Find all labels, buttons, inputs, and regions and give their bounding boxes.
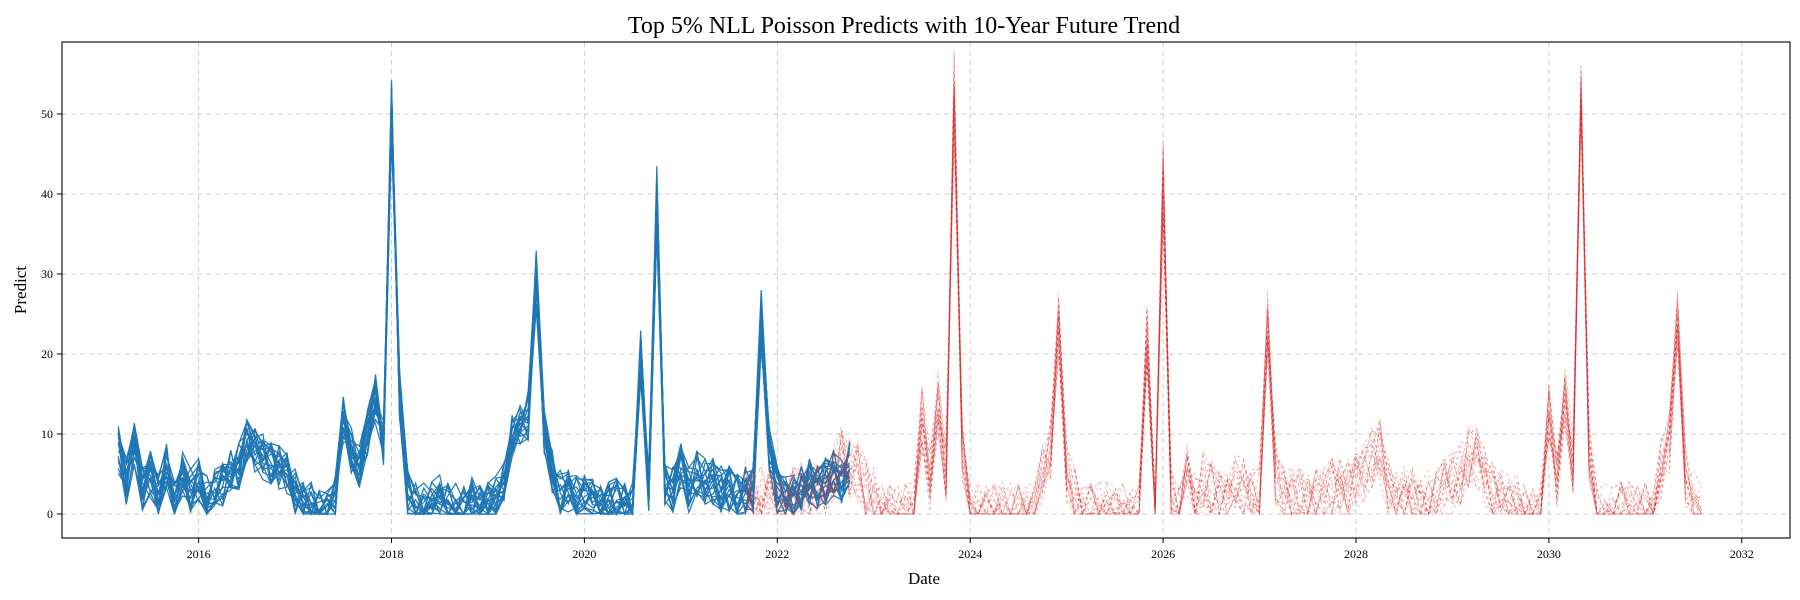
y-tick-label: 30: [41, 267, 53, 281]
history-member-line: [117, 124, 851, 516]
history-member-line: [117, 101, 851, 516]
y-tick-label: 20: [41, 347, 53, 361]
x-tick-label: 2028: [1344, 547, 1368, 561]
x-axis: 2016 2018 2020 2022 2024 2026 2028 2030 2032: [187, 538, 1754, 561]
history-series-layer: [117, 80, 851, 517]
forecast-member-line: [744, 71, 1702, 516]
history-member-line: [117, 128, 851, 516]
y-axis: 0 10 20 30 40 50: [41, 107, 62, 521]
forecast-member-line: [744, 76, 1702, 515]
forecast-member-line: [744, 86, 1702, 516]
forecast-member-line: [744, 103, 1702, 516]
y-tick-label: 10: [41, 427, 53, 441]
x-tick-label: 2018: [380, 547, 404, 561]
history-member-line: [117, 92, 851, 516]
forecast-member-line: [744, 88, 1702, 516]
forecast-member-line: [744, 78, 1702, 516]
history-member-line: [117, 127, 850, 517]
chart-title: Top 5% NLL Poisson Predicts with 10-Year…: [628, 13, 1180, 39]
forecast-member-line: [744, 83, 1702, 516]
history-member-line: [117, 80, 851, 515]
forecast-member-line: [745, 70, 1702, 516]
x-tick-label: 2030: [1537, 547, 1561, 561]
history-member-line: [117, 95, 850, 516]
x-tick-label: 2032: [1730, 547, 1754, 561]
history-member-line: [117, 113, 851, 516]
forecast-series-layer: [744, 50, 1702, 516]
history-member-line: [117, 109, 851, 517]
x-tick-label: 2024: [958, 547, 982, 561]
grid-layer: [62, 42, 1790, 538]
forecast-member-line: [745, 54, 1702, 516]
forecast-member-line: [744, 84, 1702, 516]
history-member-line: [117, 120, 851, 517]
y-tick-label: 50: [41, 107, 53, 121]
x-tick-label: 2016: [187, 547, 211, 561]
history-member-line: [117, 95, 851, 516]
history-member-line: [117, 131, 851, 517]
history-member-line: [117, 104, 851, 517]
forecast-member-line: [744, 97, 1702, 516]
history-member-line: [117, 109, 851, 516]
forecast-member-line: [744, 91, 1702, 516]
y-tick-label: 0: [47, 507, 53, 521]
history-member-line: [117, 112, 851, 517]
forecast-member-line: [744, 50, 1702, 516]
history-member-line: [117, 107, 851, 517]
y-tick-label: 40: [41, 187, 53, 201]
history-member-line: [117, 84, 850, 517]
forecast-member-line: [744, 100, 1702, 516]
forecast-member-line: [744, 82, 1702, 516]
forecast-member-line: [744, 88, 1702, 516]
x-axis-label: Date: [908, 569, 940, 588]
forecast-member-line: [744, 113, 1702, 516]
x-tick-label: 2020: [572, 547, 596, 561]
history-member-line: [117, 88, 850, 517]
y-axis-label: Predict: [11, 266, 30, 314]
forecast-member-line: [744, 130, 1702, 516]
plot-frame: [61, 41, 1791, 539]
x-tick-label: 2022: [765, 547, 789, 561]
history-member-line: [117, 102, 850, 516]
x-tick-label: 2026: [1151, 547, 1175, 561]
forecast-member-line: [744, 94, 1702, 516]
